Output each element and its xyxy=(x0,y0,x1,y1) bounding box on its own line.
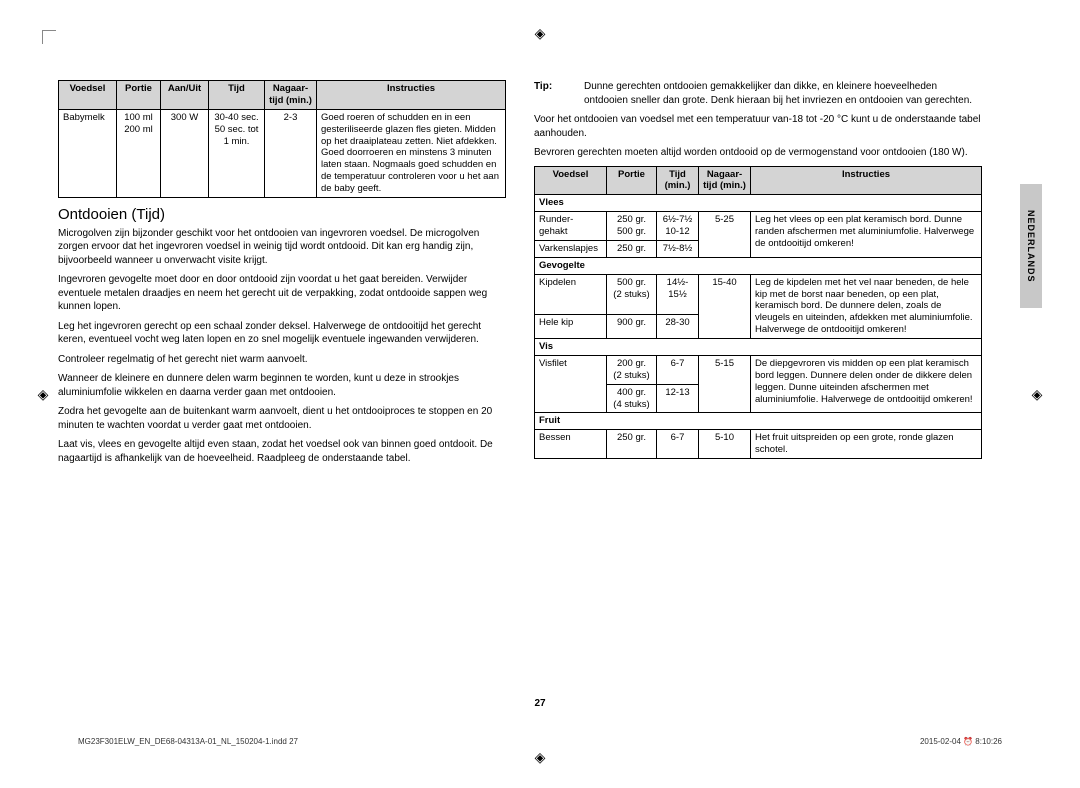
td: 500 gr. (2 stuks) xyxy=(607,274,657,315)
td-portie: 100 ml200 ml xyxy=(117,109,161,197)
th-portie: Portie xyxy=(607,166,657,195)
body-paragraph: Wanneer de kleinere en dunnere delen war… xyxy=(58,372,506,399)
td: 5-10 xyxy=(699,430,751,459)
registration-mark-icon: ◈ xyxy=(36,387,50,401)
td: 250 gr. xyxy=(607,430,657,459)
footer-file: MG23F301ELW_EN_DE68-04313A-01_NL_150204-… xyxy=(78,737,298,746)
th-voedsel: Voedsel xyxy=(59,81,117,110)
td: Hele kip xyxy=(535,315,607,339)
th-aanuit: Aan/Uit xyxy=(161,81,209,110)
manual-page: ◈ ◈ ◈ ◈ NEDERLANDS Voedsel Portie Aan/Ui… xyxy=(0,0,1080,788)
td: Visfilet xyxy=(535,355,607,413)
td-instructies: Goed roeren of schudden en in een gester… xyxy=(317,109,506,197)
td: 14½- 15½ xyxy=(657,274,699,315)
td: 250 gr. xyxy=(607,240,657,257)
language-tab: NEDERLANDS xyxy=(1020,184,1042,308)
td: Bessen xyxy=(535,430,607,459)
td: Runder- gehakt xyxy=(535,212,607,241)
right-column: Tip: Dunne gerechten ontdooien gemakkeli… xyxy=(534,80,982,690)
page-number: 27 xyxy=(58,698,1022,709)
body-paragraph: Zodra het gevogelte aan de buitenkant wa… xyxy=(58,405,506,432)
th-tijd: Tijd (min.) xyxy=(657,166,699,195)
td: 12-13 xyxy=(657,384,699,413)
td: 250 gr. 500 gr. xyxy=(607,212,657,241)
section-fruit: Fruit xyxy=(535,413,982,430)
section-gevogelte: Gevogelte xyxy=(535,257,982,274)
section-vlees: Vlees xyxy=(535,195,982,212)
td: 5-25 xyxy=(699,212,751,258)
td: 28-30 xyxy=(657,315,699,339)
td-nagaar: 2-3 xyxy=(265,109,317,197)
body-paragraph: Voor het ontdooien van voedsel met een t… xyxy=(534,113,982,140)
tip-label: Tip: xyxy=(534,80,562,107)
body-paragraph: Leg het ingevroren gerecht op een schaal… xyxy=(58,320,506,347)
body-paragraph: Bevroren gerechten moeten altijd worden … xyxy=(534,146,982,160)
body-paragraph: Ingevroren gevogelte moet door en door o… xyxy=(58,273,506,314)
left-column: Voedsel Portie Aan/Uit Tijd Nagaar- tijd… xyxy=(58,80,506,690)
th-nagaar: Nagaar- tijd (min.) xyxy=(265,81,317,110)
td: 7½-8½ xyxy=(657,240,699,257)
td: Leg het vlees op een plat keramisch bord… xyxy=(751,212,982,258)
th-tijd: Tijd xyxy=(209,81,265,110)
th-voedsel: Voedsel xyxy=(535,166,607,195)
section-vis: Vis xyxy=(535,339,982,356)
td: Kipdelen xyxy=(535,274,607,315)
registration-mark-icon: ◈ xyxy=(533,750,547,764)
th-nagaar: Nagaar- tijd (min.) xyxy=(699,166,751,195)
content-columns: Voedsel Portie Aan/Uit Tijd Nagaar- tijd… xyxy=(58,80,1022,690)
th-portie: Portie xyxy=(117,81,161,110)
tip-block: Tip: Dunne gerechten ontdooien gemakkeli… xyxy=(534,80,982,107)
body-paragraph: Microgolven zijn bijzonder geschikt voor… xyxy=(58,227,506,268)
td: 5-15 xyxy=(699,355,751,413)
babymelk-table: Voedsel Portie Aan/Uit Tijd Nagaar- tijd… xyxy=(58,80,506,198)
td: 6-7 xyxy=(657,430,699,459)
registration-mark-icon: ◈ xyxy=(533,26,547,40)
td: 200 gr. (2 stuks) xyxy=(607,355,657,384)
td: 400 gr. (4 stuks) xyxy=(607,384,657,413)
language-label: NEDERLANDS xyxy=(1026,210,1036,283)
td-aanuit: 300 W xyxy=(161,109,209,197)
td: 15-40 xyxy=(699,274,751,338)
td: Varkenslapjes xyxy=(535,240,607,257)
body-paragraph: Laat vis, vlees en gevogelte altijd even… xyxy=(58,438,506,465)
footer: MG23F301ELW_EN_DE68-04313A-01_NL_150204-… xyxy=(78,737,1002,746)
td: 900 gr. xyxy=(607,315,657,339)
td: De diepgevroren vis midden op een plat k… xyxy=(751,355,982,413)
section-title: Ontdooien (Tijd) xyxy=(58,206,506,223)
footer-timestamp: 2015-02-04 ⏰ 8:10:26 xyxy=(920,737,1002,746)
body-paragraph: Controleer regelmatig of het gerecht nie… xyxy=(58,353,506,367)
td: Leg de kipdelen met het vel naar beneden… xyxy=(751,274,982,338)
td: 6½-7½ 10-12 xyxy=(657,212,699,241)
td-voedsel: Babymelk xyxy=(59,109,117,197)
tip-text: Dunne gerechten ontdooien gemakkelijker … xyxy=(584,80,982,107)
th-instructies: Instructies xyxy=(317,81,506,110)
td-tijd: 30-40 sec.50 sec. tot 1 min. xyxy=(209,109,265,197)
td: Het fruit uitspreiden op een grote, rond… xyxy=(751,430,982,459)
registration-mark-icon: ◈ xyxy=(1030,387,1044,401)
defrost-table: Voedsel Portie Tijd (min.) Nagaar- tijd … xyxy=(534,166,982,460)
crop-mark xyxy=(42,30,56,44)
th-instructies: Instructies xyxy=(751,166,982,195)
td: 6-7 xyxy=(657,355,699,384)
